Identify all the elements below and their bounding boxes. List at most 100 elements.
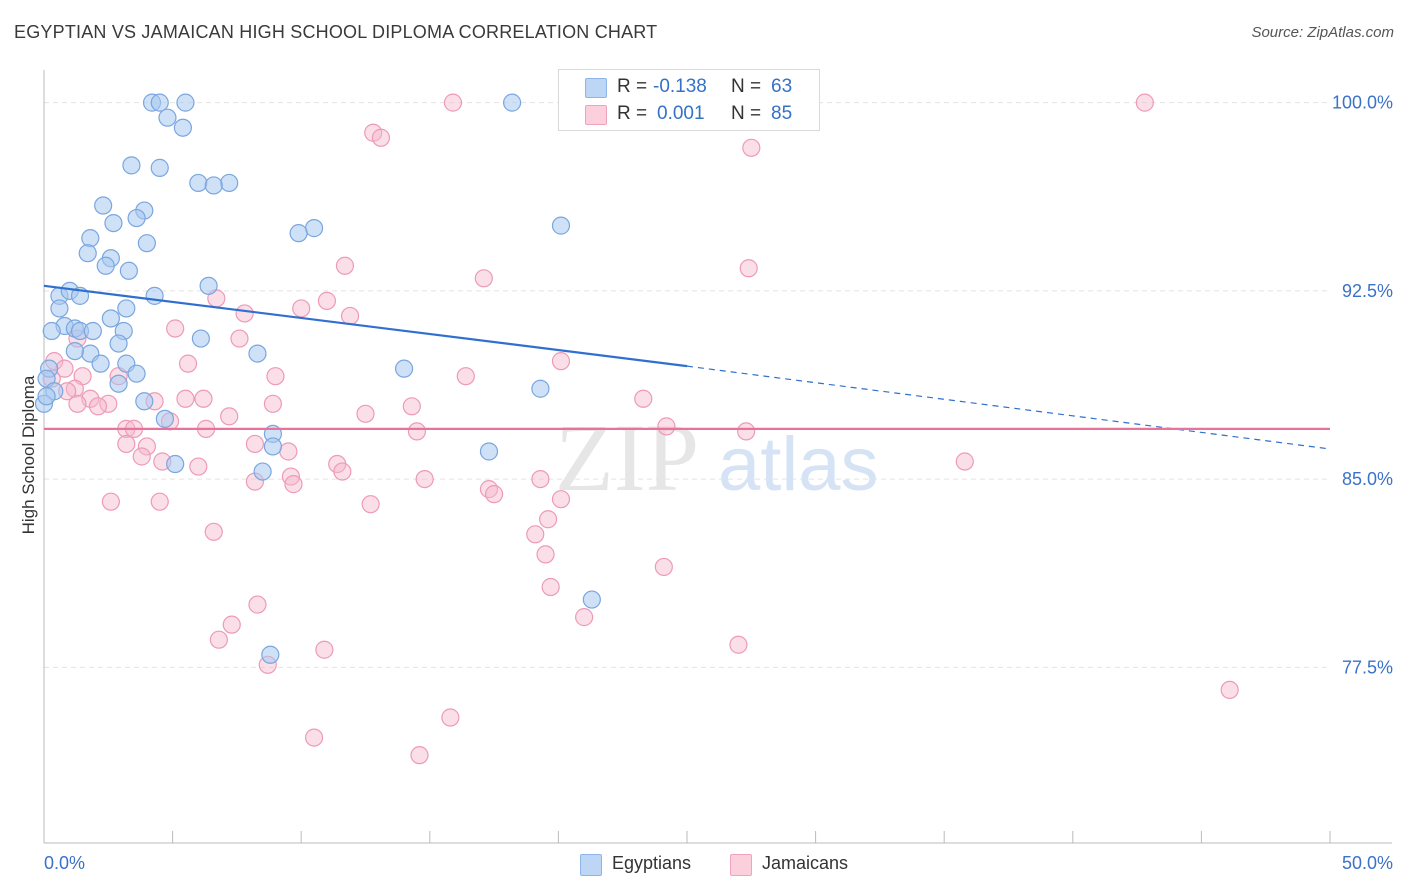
egyptian-point-8 bbox=[189, 173, 208, 193]
egyptian-point-2 bbox=[176, 93, 195, 112]
jamaican-point-33 bbox=[68, 394, 87, 413]
jamaican-point-83 bbox=[304, 728, 324, 747]
watermark-zip: ZIP bbox=[555, 404, 699, 511]
egyptian-point-41 bbox=[248, 344, 267, 363]
jamaican-point-38 bbox=[220, 407, 239, 426]
egyptian-point-61 bbox=[582, 590, 601, 609]
jamaican-point-5 bbox=[742, 138, 761, 157]
egyptian-point-20 bbox=[78, 244, 97, 263]
legend-n-value: 63 bbox=[771, 76, 793, 97]
jamaican-point-34 bbox=[88, 397, 108, 416]
jamaican-point-0 bbox=[443, 93, 463, 112]
y-tick-label-1: 85.0% bbox=[1342, 469, 1393, 489]
egyptian-point-42 bbox=[65, 341, 84, 361]
jamaican-point-13 bbox=[340, 306, 360, 326]
jamaican-point-36 bbox=[402, 397, 421, 416]
jamaican-point-57 bbox=[415, 469, 434, 489]
jamaican-point-12 bbox=[235, 304, 254, 323]
egyptian-point-39 bbox=[109, 334, 128, 353]
jamaican-point-81 bbox=[1220, 680, 1239, 700]
egyptian-point-15 bbox=[551, 216, 571, 235]
jamaican-point-84 bbox=[410, 746, 429, 765]
jamaican-point-71 bbox=[536, 545, 555, 564]
jamaican-point-15 bbox=[230, 329, 249, 348]
series-legend: Egyptians Jamaicans bbox=[0, 852, 1406, 878]
y-tick-label-2: 92.5% bbox=[1342, 281, 1393, 301]
jamaican-point-8 bbox=[739, 259, 758, 278]
jamaican-point-6 bbox=[335, 256, 355, 275]
jamaican-point-19 bbox=[178, 354, 198, 373]
chart-title: EGYPTIAN VS JAMAICAN HIGH SCHOOL DIPLOMA… bbox=[14, 22, 658, 42]
y-tick-label-3: 100.0% bbox=[1332, 93, 1393, 113]
egyptian-point-57 bbox=[253, 462, 272, 481]
jamaican-point-53 bbox=[189, 457, 208, 476]
egyptian-point-52 bbox=[135, 392, 154, 411]
egyptian-point-53 bbox=[155, 409, 174, 428]
egyptian-point-18 bbox=[81, 229, 100, 248]
egyptian-point-49 bbox=[109, 374, 128, 393]
egyptian-point-22 bbox=[119, 261, 138, 280]
egyptian-point-3 bbox=[503, 93, 522, 112]
jamaican-point-79 bbox=[315, 640, 334, 659]
egyptian-point-24 bbox=[199, 276, 218, 295]
jamaican-point-68 bbox=[539, 510, 558, 529]
legend-r-label: R = bbox=[617, 76, 648, 97]
jamaican-point-67 bbox=[551, 490, 571, 509]
jamaican-point-76 bbox=[575, 608, 594, 627]
legend-n-value: 85 bbox=[771, 103, 793, 124]
egyptian-trend-extension bbox=[686, 365, 1331, 450]
egyptian-point-62 bbox=[261, 645, 280, 664]
egyptian-trend-line bbox=[43, 284, 688, 368]
egyptian-point-38 bbox=[191, 329, 210, 348]
egyptian-point-1 bbox=[150, 93, 169, 112]
egyptian-point-29 bbox=[50, 299, 69, 318]
jamaican-point-20 bbox=[551, 352, 571, 371]
egyptian-point-58 bbox=[166, 454, 185, 474]
stats-legend: R = -0.138 N = 63 R = 0.001 N = 85 bbox=[558, 69, 820, 131]
egyptian-point-31 bbox=[101, 309, 120, 328]
jamaican-point-48 bbox=[245, 434, 265, 454]
jamaican-point-69 bbox=[204, 522, 223, 541]
jamaican-point-73 bbox=[541, 577, 560, 597]
jamaican-point-63 bbox=[485, 485, 504, 504]
jamaicans-points bbox=[42, 93, 1239, 765]
jamaican-point-35 bbox=[263, 394, 283, 413]
egyptian-point-6 bbox=[122, 156, 141, 175]
legend-swatch-egyptians bbox=[585, 78, 607, 98]
egyptian-point-55 bbox=[263, 437, 283, 456]
jamaican-point-31 bbox=[176, 389, 195, 408]
jamaican-point-32 bbox=[194, 389, 213, 408]
jamaican-point-47 bbox=[117, 434, 136, 454]
egyptians-points bbox=[34, 93, 601, 664]
legend-row-jamaicans: R = 0.001 N = 85 bbox=[559, 101, 819, 127]
jamaican-point-58 bbox=[531, 469, 550, 489]
jamaican-point-37 bbox=[634, 389, 653, 408]
y-axis-label: High School Diploma bbox=[19, 375, 38, 534]
jamaican-point-44 bbox=[407, 422, 427, 441]
jamaican-point-50 bbox=[279, 442, 298, 461]
legend-n-label: N = bbox=[731, 76, 762, 97]
egyptian-point-56 bbox=[479, 442, 499, 461]
jamaican-point-72 bbox=[654, 557, 673, 577]
jamaican-point-66 bbox=[361, 495, 380, 514]
y-tick-label-0: 77.5% bbox=[1342, 657, 1393, 677]
jamaican-point-23 bbox=[266, 367, 285, 386]
egyptian-point-4 bbox=[158, 108, 177, 127]
legend-swatch-egyptians bbox=[580, 854, 602, 876]
legend-label-egyptians: Egyptians bbox=[612, 853, 692, 873]
jamaican-point-74 bbox=[248, 595, 267, 614]
watermark-atlas: atlas bbox=[718, 422, 879, 507]
egyptian-point-5 bbox=[173, 118, 192, 137]
egyptian-point-14 bbox=[104, 213, 123, 233]
jamaican-point-55 bbox=[333, 462, 352, 481]
egyptian-point-30 bbox=[117, 299, 136, 318]
jamaican-point-70 bbox=[526, 525, 545, 544]
legend-swatch-jamaicans bbox=[585, 105, 607, 125]
x-tick-label-1: 50.0% bbox=[1342, 853, 1393, 873]
tick-labels: 77.5% 85.0% 92.5% 100.0% 0.0% 50.0% bbox=[44, 93, 1393, 873]
jamaican-point-75 bbox=[222, 615, 241, 634]
jamaican-point-11 bbox=[292, 299, 311, 318]
legend-r-value: 0.001 bbox=[657, 103, 705, 124]
egyptian-point-28 bbox=[145, 286, 164, 305]
